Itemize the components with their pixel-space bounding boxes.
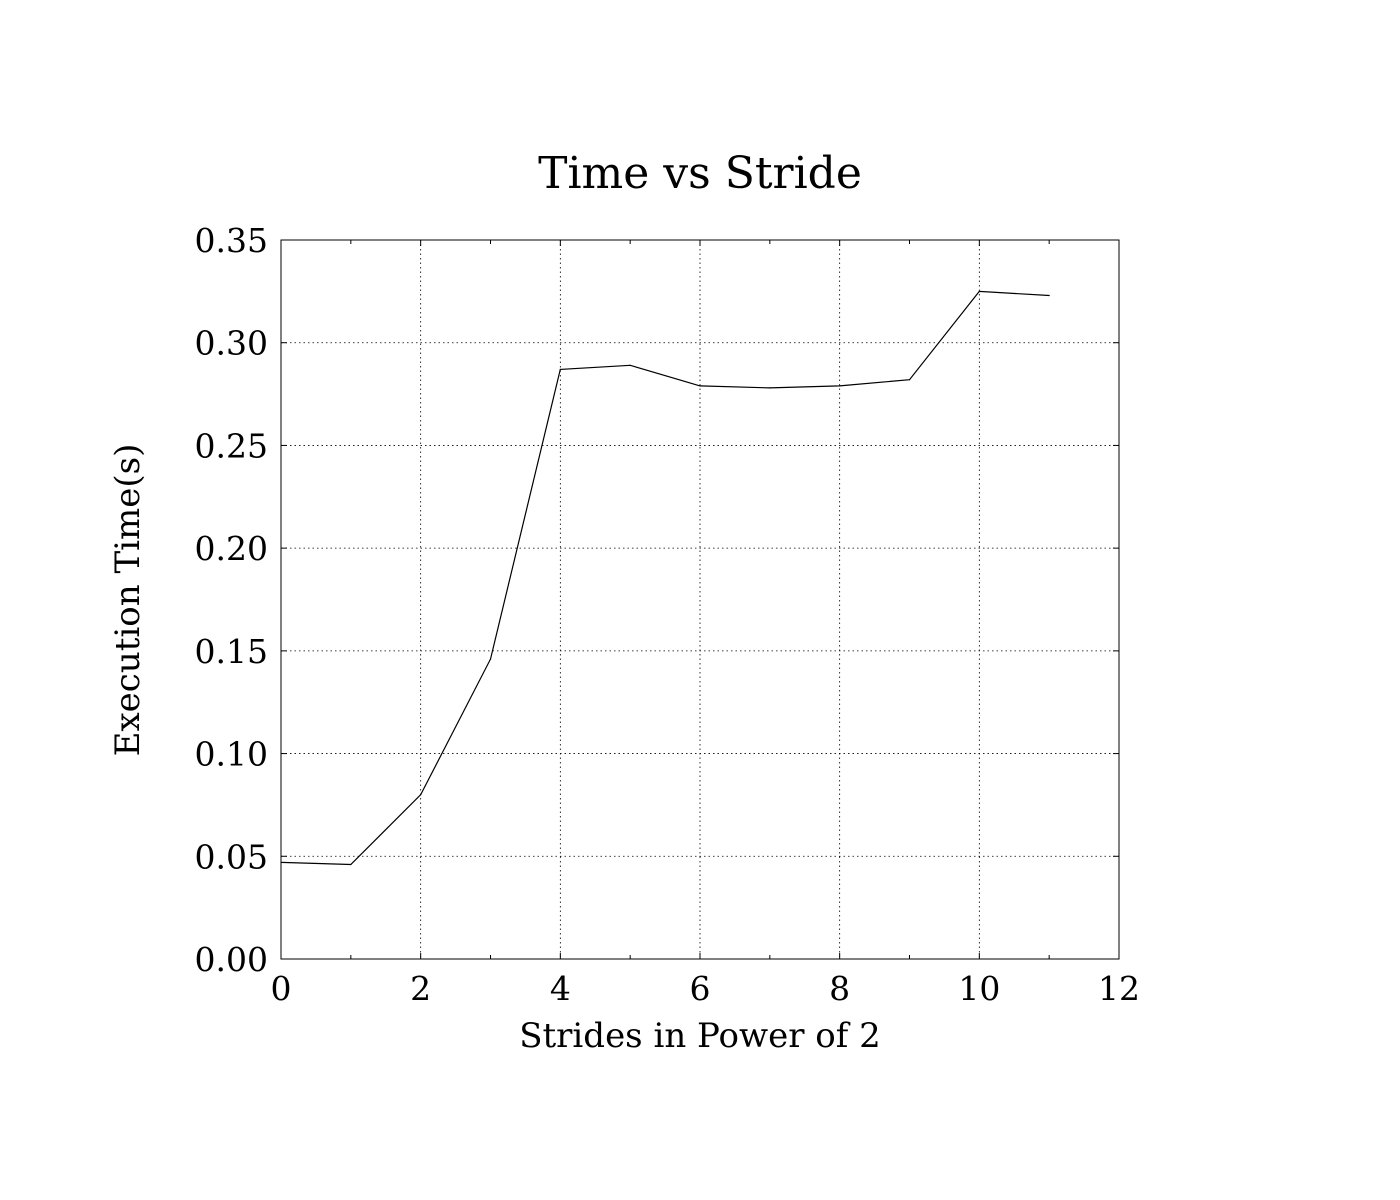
y-tick-label: 0.10	[195, 735, 268, 774]
x-tick-labels: 0 2 4 6 8 10 12	[271, 969, 1141, 1008]
data-point	[908, 379, 911, 381]
y-tick-label: 0.20	[195, 529, 268, 568]
chart-title: Time vs Stride	[538, 148, 862, 199]
y-tick-label: 0.15	[195, 632, 268, 671]
y-tick-label: 0.35	[195, 221, 268, 260]
y-tick-label: 0.05	[195, 837, 268, 876]
data-point	[699, 385, 701, 387]
x-tick-label: 10	[958, 969, 1000, 1008]
x-tick-label: 6	[690, 969, 711, 1008]
ticks	[280, 239, 1120, 960]
data-point	[420, 794, 422, 796]
y-tick-label: 0.30	[195, 324, 268, 363]
data-point	[350, 863, 352, 866]
data-point	[978, 290, 980, 292]
data-point	[280, 861, 282, 864]
x-tick-label: 8	[829, 969, 850, 1008]
y-tick-label: 0.00	[195, 940, 268, 979]
data-point	[1048, 294, 1050, 297]
x-axis-label: Strides in Power of 2	[519, 1016, 881, 1056]
y-tick-label: 0.25	[195, 426, 268, 465]
x-tick-label: 0	[271, 969, 292, 1008]
series-group	[280, 290, 1050, 866]
series-line	[280, 290, 1050, 866]
x-tick-label: 2	[410, 969, 431, 1008]
data-point	[839, 385, 841, 387]
data-point	[489, 658, 492, 660]
data-point	[559, 368, 561, 371]
grid	[281, 240, 1119, 959]
data-point	[769, 387, 771, 389]
x-tick-label: 4	[550, 969, 571, 1008]
plot-frame	[280, 239, 1120, 960]
data-point	[629, 364, 631, 366]
x-tick-label: 12	[1098, 969, 1140, 1008]
y-tick-labels: 0.00 0.05 0.10 0.15 0.20 0.25 0.30 0.35	[195, 221, 268, 979]
y-axis-label: Execution Time(s)	[108, 444, 148, 757]
